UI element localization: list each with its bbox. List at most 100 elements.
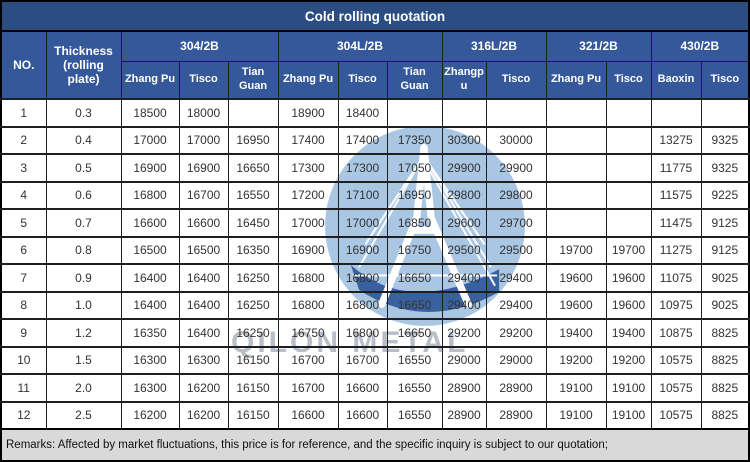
price-cell: 17100 xyxy=(337,180,388,210)
table-body: 1 0.3 18500 18000 18900 18400 2 0.4 17000 17000 16… xyxy=(0,98,750,430)
price-cell: 17050 xyxy=(386,153,443,182)
price-cell: 30300 xyxy=(441,125,487,155)
price-cell xyxy=(545,180,607,210)
page-title: Cold rolling quotation xyxy=(0,0,750,32)
group-header-row: NO. Thickness (rolling plate) 304/2B 304… xyxy=(0,30,750,100)
thickness-cell: 1.5 xyxy=(45,345,122,375)
price-cell xyxy=(485,98,547,127)
price-cell: 16700 xyxy=(277,345,339,375)
row-number-cell: 11 xyxy=(0,373,47,402)
price-cell: 18500 xyxy=(120,98,180,127)
price-cell: 16700 xyxy=(337,345,388,375)
price-cell: 29400 xyxy=(441,290,487,320)
price-cell: 8825 xyxy=(700,345,750,375)
table-row: 12 2.5 16200 16200 16150 16600 16600 16550 28900… xyxy=(0,400,750,430)
price-cell: 19400 xyxy=(605,318,652,347)
price-cell: 17300 xyxy=(337,153,388,182)
price-cell: 16950 xyxy=(227,125,279,155)
price-cell: 16400 xyxy=(120,263,180,292)
table-row: 3 0.5 16900 16900 16650 17300 17300 17050 29900 2… xyxy=(0,153,750,182)
price-cell xyxy=(605,98,652,127)
thickness-cell: 0.8 xyxy=(45,235,122,265)
price-cell: 19600 xyxy=(605,263,652,292)
table-row: 11 2.0 16300 16200 16150 16700 16600 16550 28900… xyxy=(0,373,750,402)
price-cell xyxy=(545,125,607,155)
price-cell: 18400 xyxy=(337,98,388,127)
row-number-cell: 7 xyxy=(0,263,47,292)
price-cell: 16900 xyxy=(120,153,180,182)
price-cell: 9225 xyxy=(700,180,750,210)
price-cell: 16250 xyxy=(227,318,279,347)
col-header-no: NO. xyxy=(0,30,47,100)
price-cell: 17000 xyxy=(277,208,339,237)
price-cell: 16400 xyxy=(120,290,180,320)
price-cell: 10575 xyxy=(650,400,702,430)
price-cell: 16450 xyxy=(227,208,279,237)
price-cell xyxy=(545,98,607,127)
price-cell: 28900 xyxy=(441,373,487,402)
price-cell: 16850 xyxy=(386,208,443,237)
price-cell: 16600 xyxy=(277,400,339,430)
price-cell: 28900 xyxy=(485,400,547,430)
table-row: 6 0.8 16500 16500 16350 16900 16900 16750 29500 2… xyxy=(0,235,750,265)
price-cell: 16650 xyxy=(227,153,279,182)
supplier-316l-tisco: Tisco xyxy=(485,60,547,100)
price-cell: 16700 xyxy=(178,180,229,210)
price-cell: 18000 xyxy=(178,98,229,127)
price-cell: 16300 xyxy=(120,373,180,402)
price-cell: 28900 xyxy=(441,400,487,430)
supplier-316l-zhangpu: Zhangpu xyxy=(441,60,487,100)
price-cell: 16400 xyxy=(178,290,229,320)
supplier-321-tisco: Tisco xyxy=(605,60,652,100)
price-cell xyxy=(605,125,652,155)
group-header-430-2b: 430/2B xyxy=(650,30,750,62)
table-row: 5 0.7 16600 16600 16450 17000 17000 16850 29600 2… xyxy=(0,208,750,237)
price-cell: 29800 xyxy=(485,180,547,210)
price-cell: 29400 xyxy=(485,263,547,292)
price-cell: 9125 xyxy=(700,208,750,237)
price-cell: 19700 xyxy=(545,235,607,265)
thickness-cell: 0.3 xyxy=(45,98,122,127)
row-number-cell: 9 xyxy=(0,318,47,347)
price-cell: 16550 xyxy=(386,345,443,375)
price-cell: 17400 xyxy=(277,125,339,155)
thickness-cell: 0.4 xyxy=(45,125,122,155)
price-cell: 16600 xyxy=(337,373,388,402)
price-cell: 19100 xyxy=(545,400,607,430)
price-cell: 30000 xyxy=(485,125,547,155)
supplier-304l-zhangpu: Zhang Pu xyxy=(277,60,339,100)
price-cell: 29500 xyxy=(441,235,487,265)
price-cell: 9325 xyxy=(700,125,750,155)
price-cell: 16350 xyxy=(120,318,180,347)
supplier-304l-tisco: Tisco xyxy=(337,60,388,100)
table-row: 10 1.5 16300 16300 16150 16700 16700 16550 29000… xyxy=(0,345,750,375)
price-cell: 19700 xyxy=(605,235,652,265)
supplier-430-baoxin: Baoxin xyxy=(650,60,702,100)
group-header-316l-2b: 316L/2B xyxy=(441,30,547,62)
price-cell: 16900 xyxy=(178,153,229,182)
title-bar: Cold rolling quotation xyxy=(0,0,750,32)
price-cell: 10875 xyxy=(650,318,702,347)
price-cell: 11575 xyxy=(650,180,702,210)
price-cell: 17200 xyxy=(277,180,339,210)
price-cell: 16550 xyxy=(386,400,443,430)
price-cell: 29900 xyxy=(485,153,547,182)
price-cell: 10975 xyxy=(650,290,702,320)
price-cell: 16900 xyxy=(337,235,388,265)
price-cell: 29000 xyxy=(485,345,547,375)
price-cell: 16800 xyxy=(277,263,339,292)
price-cell: 9325 xyxy=(700,153,750,182)
price-cell: 16600 xyxy=(337,400,388,430)
thickness-cell: 1.0 xyxy=(45,290,122,320)
table-row: 4 0.6 16800 16700 16550 17200 17100 16950 29800 2… xyxy=(0,180,750,210)
price-cell: 17000 xyxy=(120,125,180,155)
price-cell: 16500 xyxy=(120,235,180,265)
price-cell: 10575 xyxy=(650,373,702,402)
price-cell xyxy=(605,180,652,210)
price-cell: 16800 xyxy=(337,263,388,292)
price-cell: 29400 xyxy=(485,290,547,320)
price-cell: 19100 xyxy=(605,373,652,402)
price-cell: 29400 xyxy=(441,263,487,292)
